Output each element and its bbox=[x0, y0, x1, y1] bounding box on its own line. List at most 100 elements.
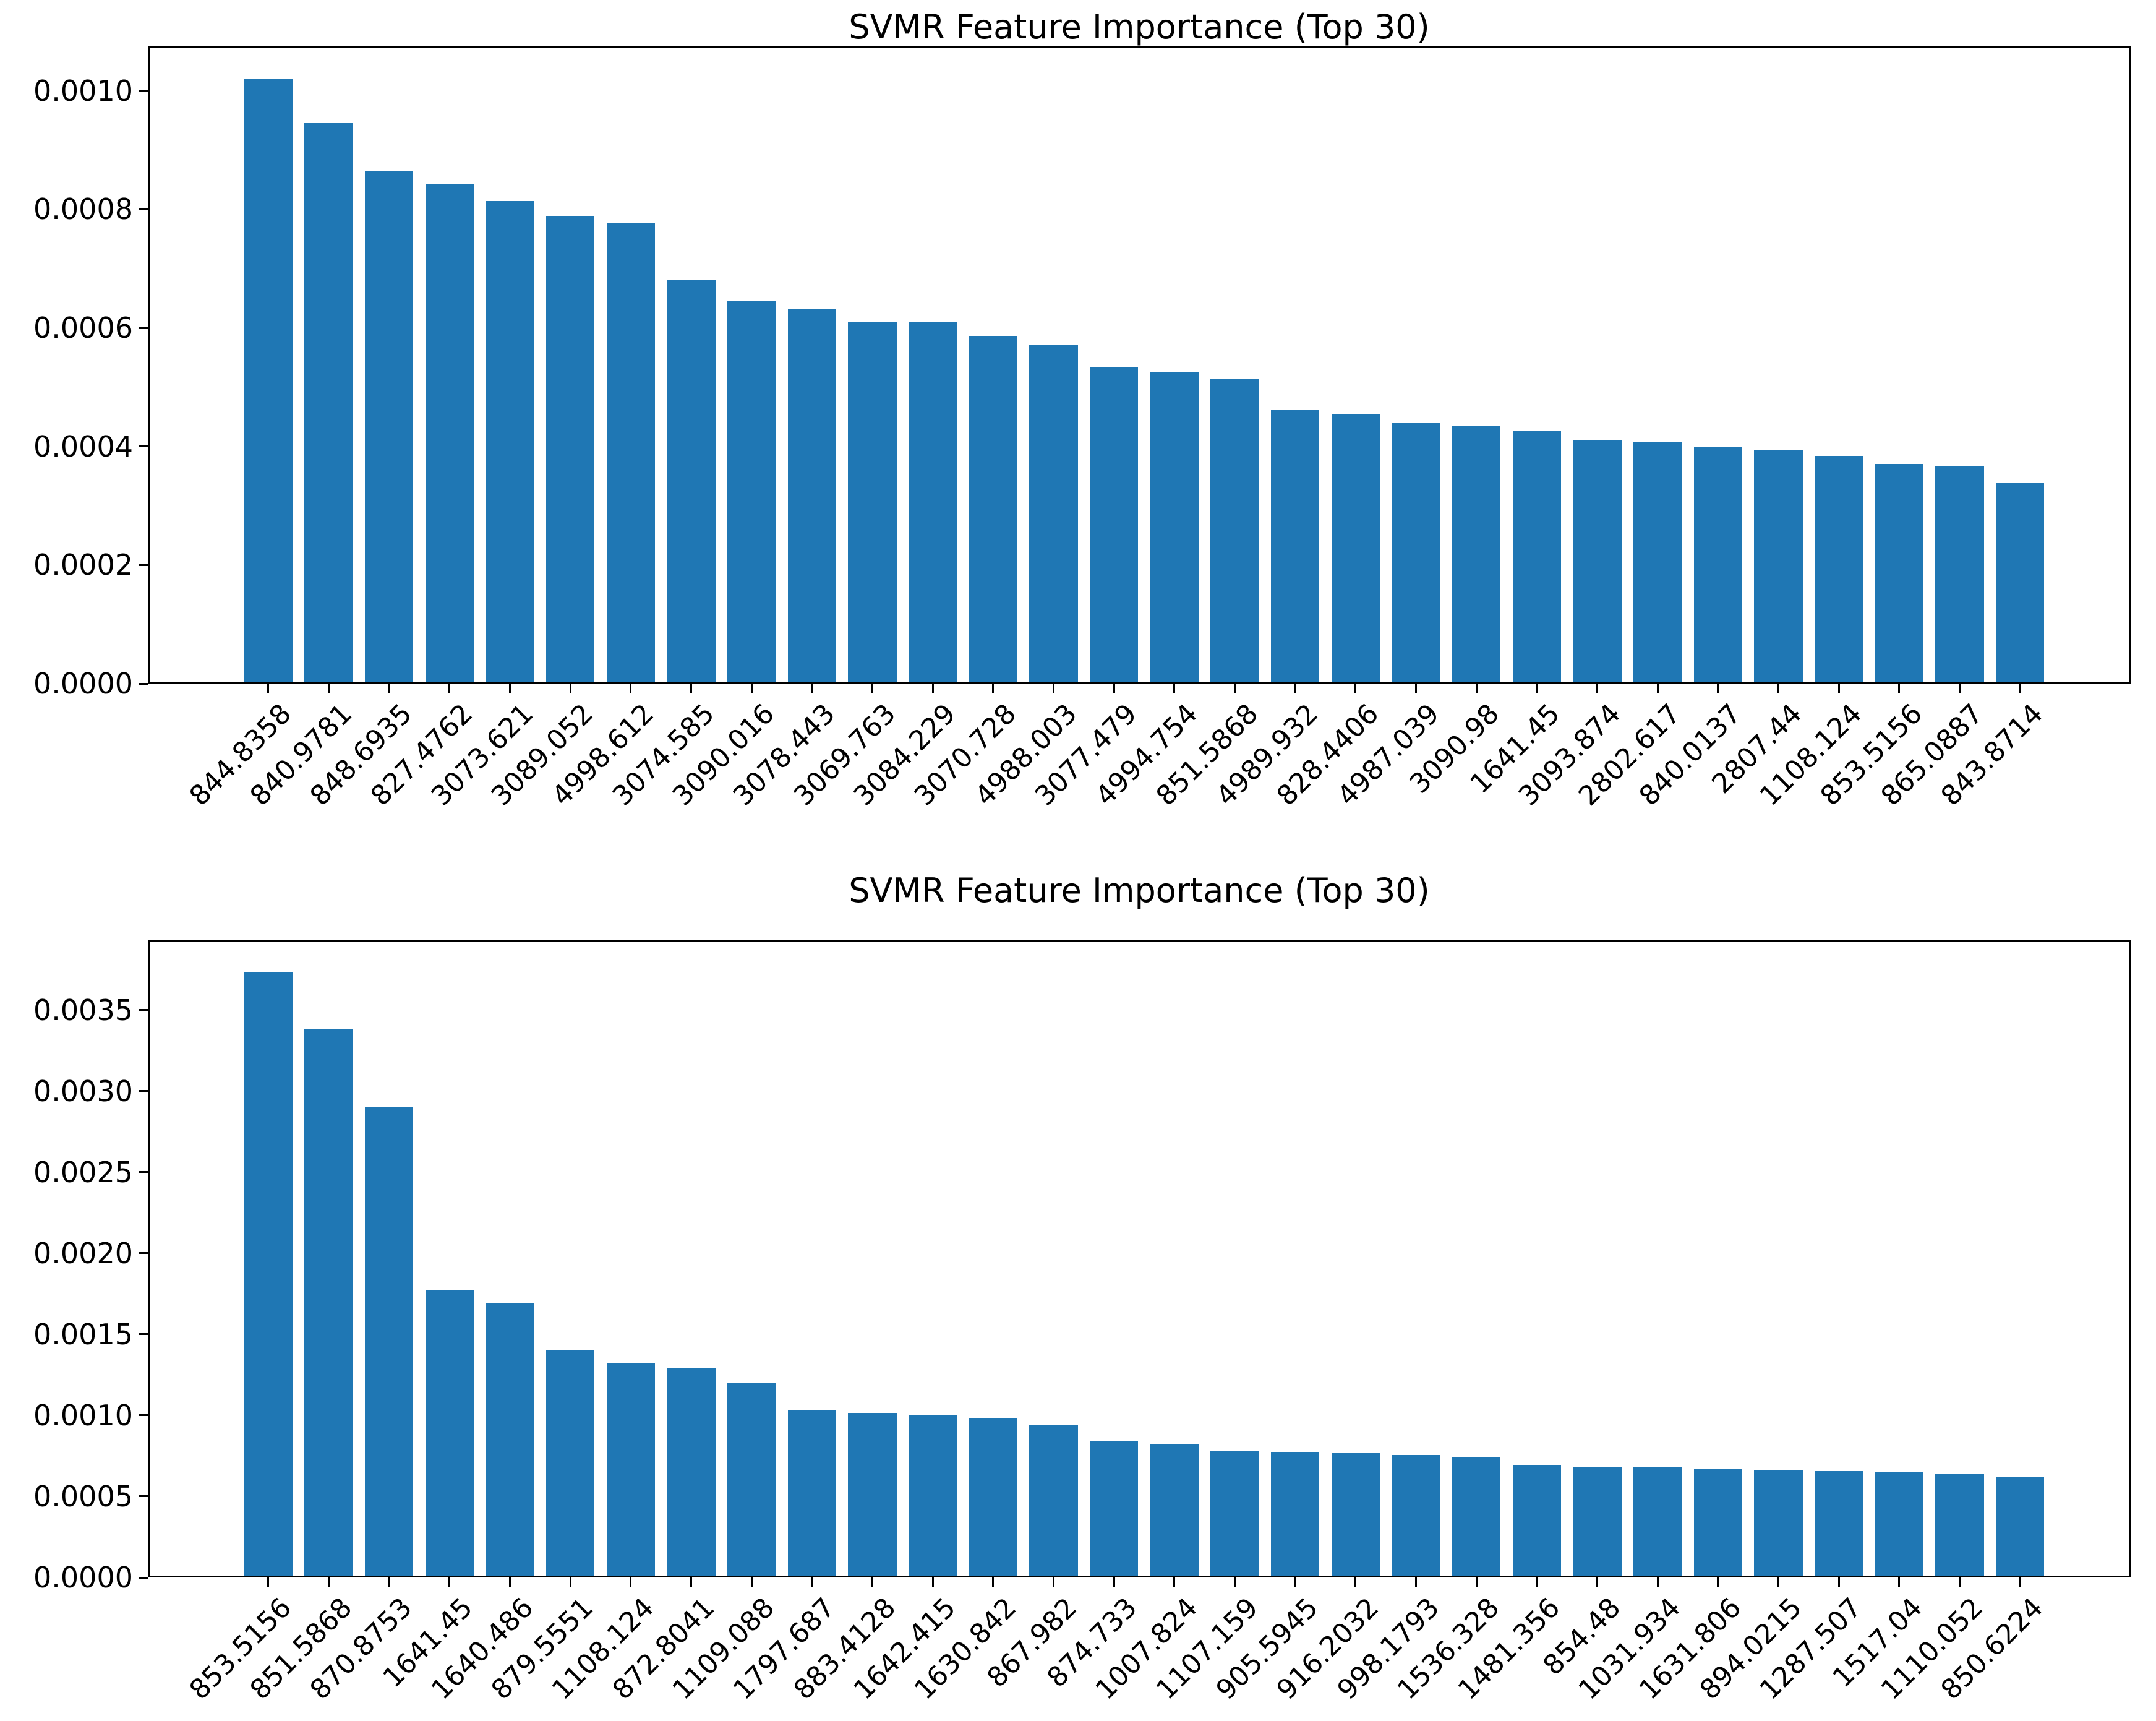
bar bbox=[727, 301, 776, 682]
y-axis-tick bbox=[139, 1171, 148, 1174]
y-axis-tick-label: 0.0005 bbox=[33, 1479, 133, 1513]
bar bbox=[304, 1029, 353, 1576]
x-axis-tick bbox=[1777, 1577, 1779, 1587]
bar bbox=[1512, 431, 1561, 682]
y-axis-tick-label: 0.0010 bbox=[33, 1398, 133, 1432]
y-axis-tick bbox=[139, 1414, 148, 1417]
bar bbox=[365, 1107, 414, 1576]
bar bbox=[1693, 1469, 1742, 1576]
bar bbox=[1815, 1471, 1863, 1576]
x-axis-tick bbox=[1837, 684, 1840, 693]
bar bbox=[1996, 483, 2045, 682]
bar bbox=[425, 184, 474, 682]
bar bbox=[969, 1417, 1017, 1576]
bar bbox=[787, 309, 836, 682]
x-axis-tick bbox=[1475, 684, 1478, 693]
x-axis-tick bbox=[569, 1577, 571, 1587]
x-axis-tick bbox=[569, 684, 571, 693]
y-axis-tick-label: 0.0000 bbox=[33, 1561, 133, 1594]
y-axis-tick-label: 0.0002 bbox=[33, 548, 133, 582]
x-axis-tick bbox=[448, 1577, 451, 1587]
bar bbox=[1693, 447, 1742, 682]
bar bbox=[1210, 379, 1259, 682]
y-axis-tick bbox=[139, 90, 148, 92]
bar bbox=[1090, 1441, 1139, 1576]
bar bbox=[1452, 1457, 1501, 1576]
y-axis-tick bbox=[139, 445, 148, 448]
x-axis-tick bbox=[1475, 1577, 1478, 1587]
bar bbox=[667, 1367, 716, 1576]
y-axis-tick bbox=[139, 682, 148, 685]
x-axis-tick bbox=[2019, 1577, 2021, 1587]
bar bbox=[1815, 456, 1863, 682]
x-axis-tick bbox=[1234, 1577, 1236, 1587]
y-axis-tick bbox=[139, 1252, 148, 1255]
bar bbox=[1271, 410, 1320, 682]
x-axis-tick bbox=[690, 684, 692, 693]
bar bbox=[1633, 442, 1682, 682]
bar bbox=[1331, 1453, 1380, 1576]
bar bbox=[1573, 440, 1622, 682]
x-axis-tick bbox=[1113, 1577, 1115, 1587]
x-axis-tick bbox=[1959, 684, 1961, 693]
x-axis-tick bbox=[1536, 1577, 1538, 1587]
y-axis-tick bbox=[139, 1009, 148, 1011]
y-axis-tick-label: 0.0020 bbox=[33, 1236, 133, 1270]
chart1-title: SVMR Feature Importance (Top 30) bbox=[849, 7, 1430, 46]
x-axis-tick bbox=[1536, 684, 1538, 693]
x-axis-tick bbox=[992, 684, 995, 693]
x-axis-tick bbox=[1959, 1577, 1961, 1587]
y-axis-tick-label: 0.0004 bbox=[33, 429, 133, 463]
bar bbox=[1392, 1455, 1440, 1576]
x-axis-tick bbox=[1053, 684, 1054, 693]
x-axis-tick bbox=[750, 1577, 753, 1587]
bar bbox=[365, 171, 414, 682]
bar bbox=[546, 1350, 595, 1576]
y-axis-tick bbox=[139, 1090, 148, 1092]
x-axis-tick bbox=[1415, 1577, 1417, 1587]
bar bbox=[909, 1415, 957, 1576]
x-axis-tick bbox=[2019, 684, 2021, 693]
y-axis-tick-label: 0.0030 bbox=[33, 1074, 133, 1108]
y-axis-tick-label: 0.0008 bbox=[33, 192, 133, 226]
bar bbox=[1150, 372, 1199, 682]
x-axis-tick bbox=[1053, 1577, 1054, 1587]
x-axis-tick bbox=[931, 684, 934, 693]
bar bbox=[848, 1412, 897, 1576]
bar bbox=[1512, 1464, 1561, 1576]
x-axis-tick bbox=[1173, 1577, 1176, 1587]
bar bbox=[1875, 1472, 1923, 1576]
x-axis-tick bbox=[871, 684, 873, 693]
bar bbox=[1029, 345, 1078, 682]
x-axis-tick bbox=[388, 1577, 390, 1587]
x-axis-tick bbox=[811, 1577, 813, 1587]
y-axis-tick-label: 0.0035 bbox=[33, 993, 133, 1027]
chart2-title: SVMR Feature Importance (Top 30) bbox=[849, 871, 1430, 910]
bar bbox=[546, 216, 595, 682]
x-axis-tick bbox=[1596, 1577, 1598, 1587]
y-axis-tick-label: 0.0006 bbox=[33, 311, 133, 345]
bar bbox=[1633, 1467, 1682, 1576]
x-axis-tick bbox=[328, 1577, 330, 1587]
x-axis-tick bbox=[630, 1577, 632, 1587]
bar bbox=[606, 1363, 655, 1576]
y-axis-tick bbox=[139, 564, 148, 566]
y-axis-tick-label: 0.0010 bbox=[33, 74, 133, 108]
bar bbox=[909, 322, 957, 682]
x-axis-tick bbox=[811, 684, 813, 693]
x-axis-tick bbox=[1113, 684, 1115, 693]
x-axis-tick bbox=[1294, 684, 1296, 693]
x-axis-tick bbox=[750, 684, 753, 693]
bar bbox=[425, 1290, 474, 1576]
bar bbox=[1210, 1451, 1259, 1576]
y-axis-tick-label: 0.0025 bbox=[33, 1155, 133, 1189]
x-axis-tick bbox=[1596, 684, 1598, 693]
x-axis-tick bbox=[1354, 684, 1357, 693]
bar bbox=[1754, 1470, 1803, 1576]
bar bbox=[787, 1410, 836, 1576]
bar bbox=[969, 335, 1017, 682]
bar bbox=[1392, 423, 1440, 682]
x-axis-tick bbox=[871, 1577, 873, 1587]
y-axis-tick bbox=[139, 1576, 148, 1579]
x-axis-tick bbox=[1415, 684, 1417, 693]
